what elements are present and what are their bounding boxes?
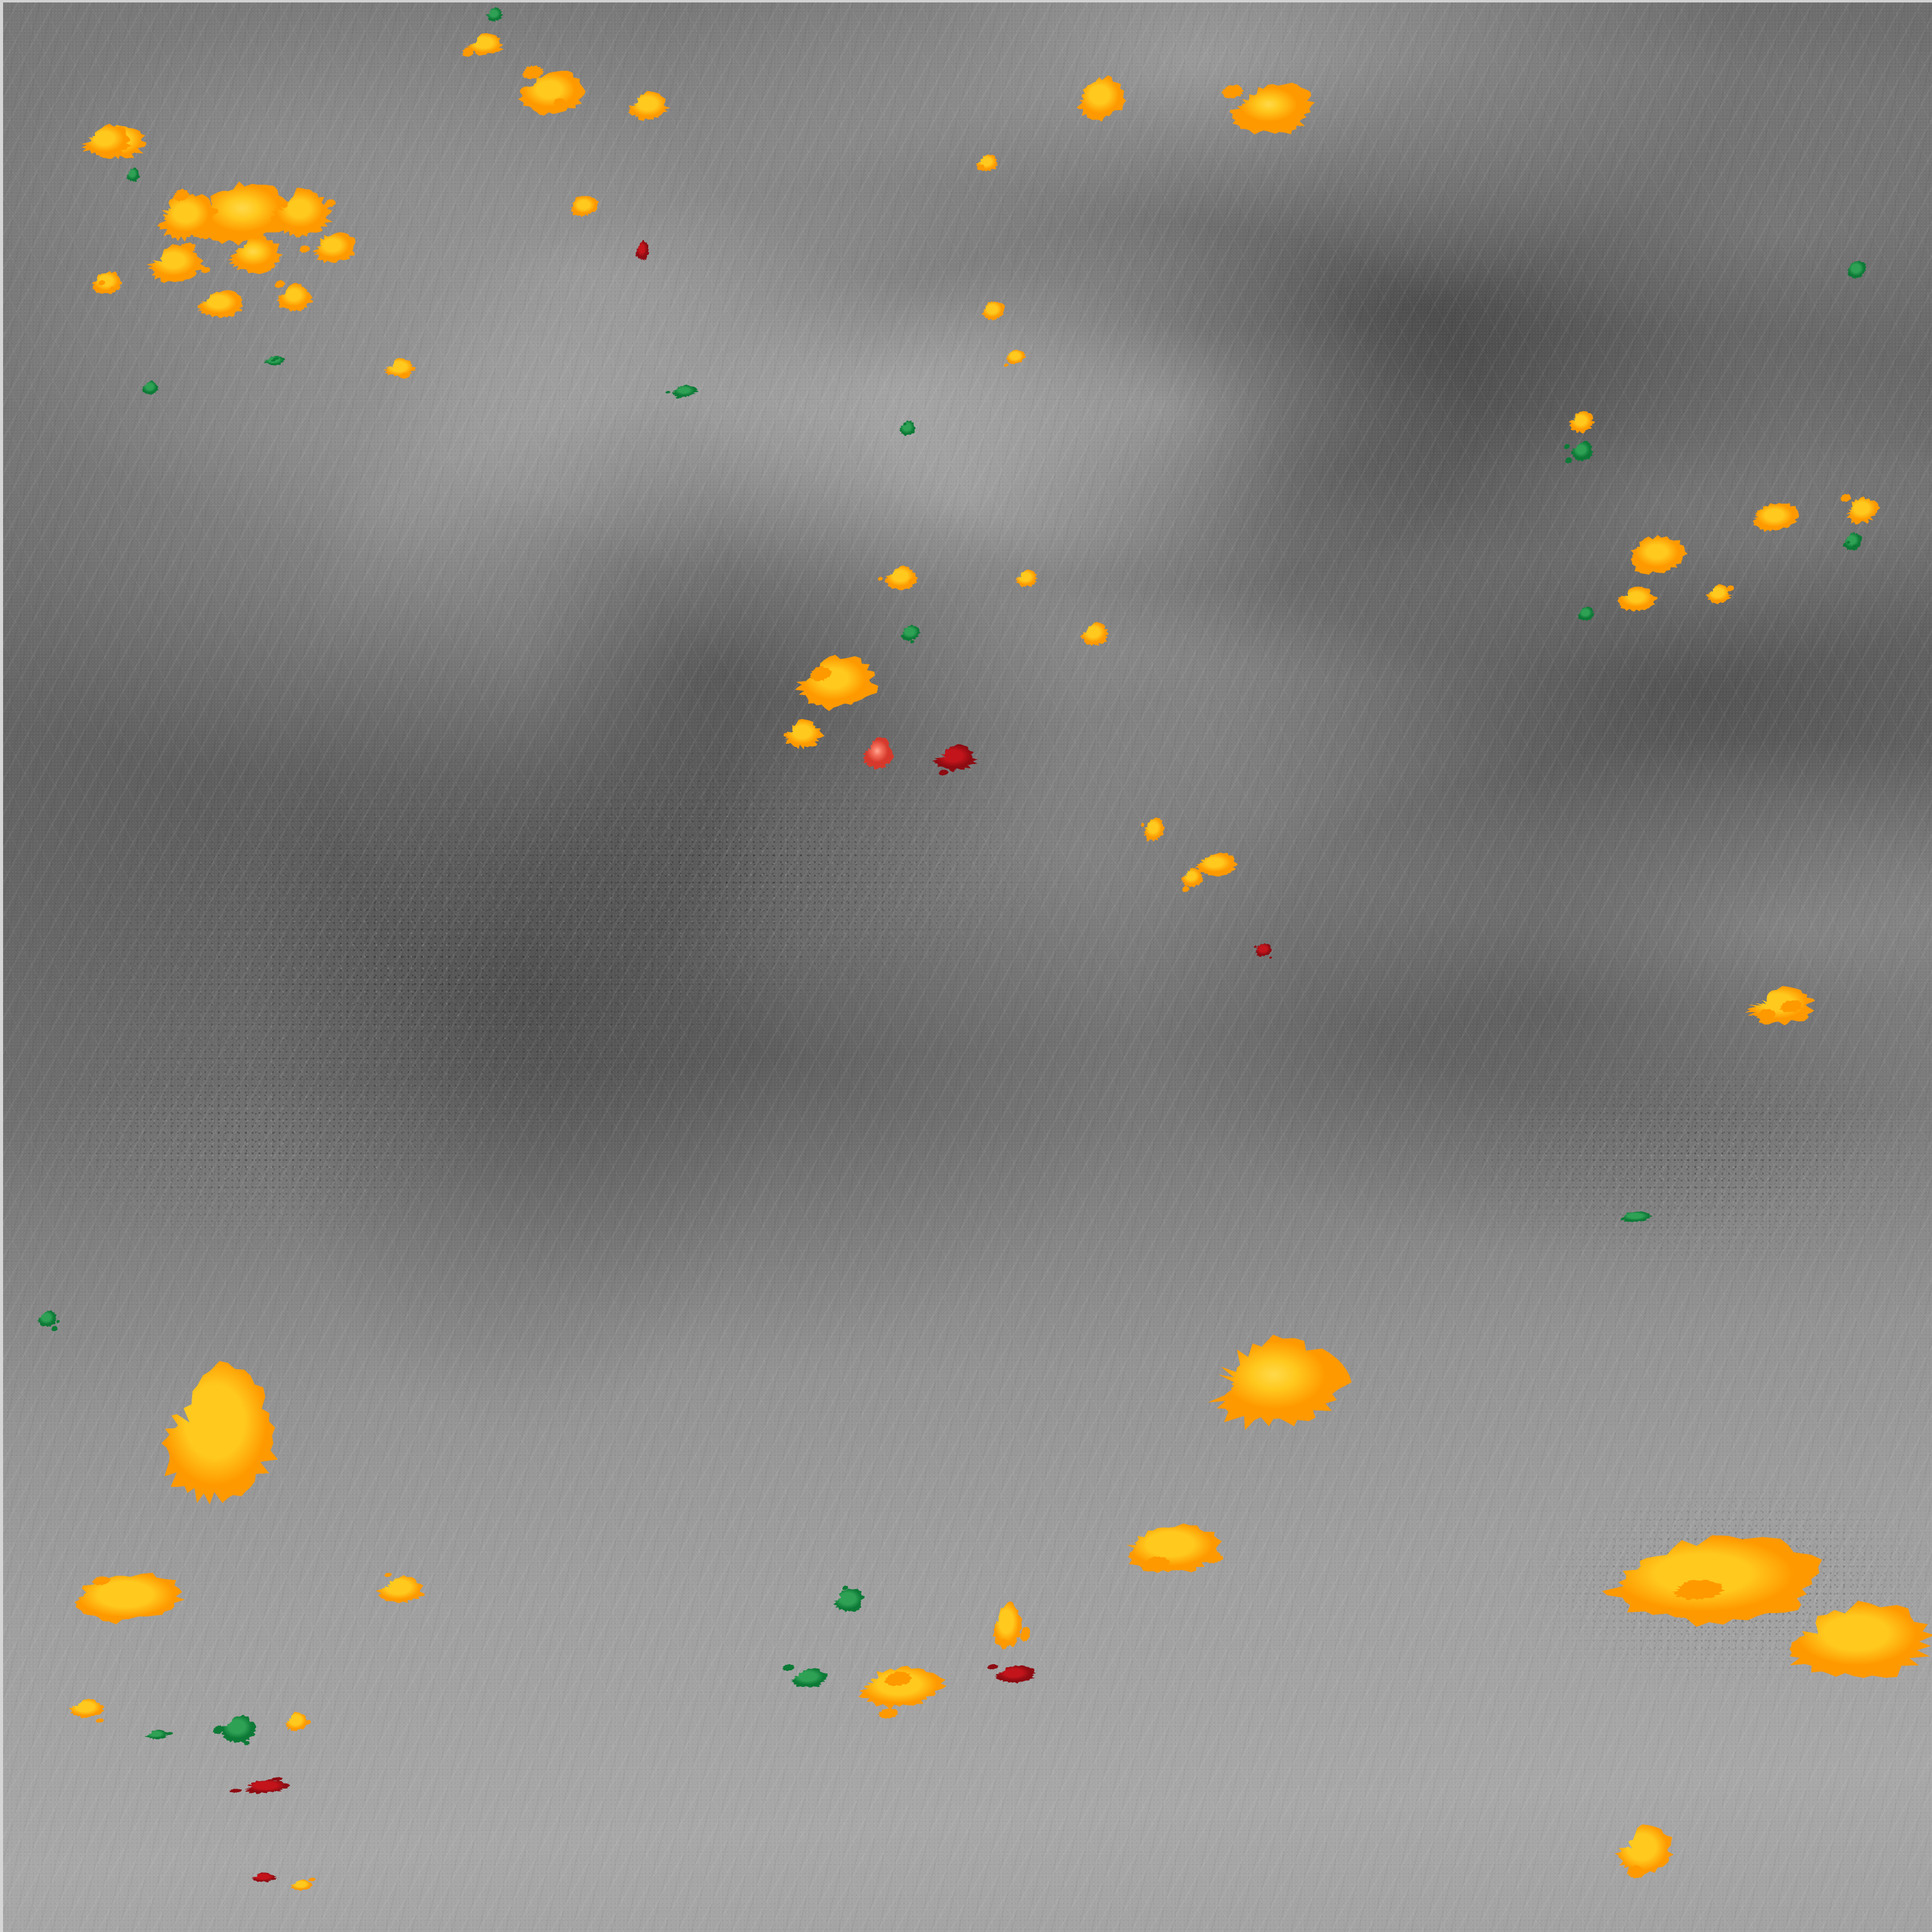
cloud-object-deep-convection: [775, 652, 887, 720]
cloud-object-deep-convection: [1073, 621, 1111, 650]
cloud-object-class-green: [1611, 1210, 1654, 1224]
cloud-object-deep-convection: [124, 1358, 289, 1528]
cloud-object-class-green: [122, 167, 141, 184]
cloud-object-deep-convection: [363, 1572, 429, 1609]
cloud-object-class-darkred: [243, 1872, 278, 1884]
cloud-object-class-darkred: [1250, 942, 1273, 959]
cloud-object-deep-convection: [970, 153, 1000, 175]
cloud-object-class-green: [895, 419, 918, 438]
cloud-object-deep-convection: [185, 288, 251, 323]
cloud-object-class-green: [139, 1729, 173, 1741]
cloud-object-deep-convection: [267, 280, 317, 316]
cloud-object-deep-convection: [83, 268, 126, 299]
cloud-object-class-darkred: [228, 1777, 291, 1796]
cloud-object-deep-convection: [139, 188, 220, 248]
cloud-object-deep-convection: [975, 299, 1007, 324]
cloud-object-class-green: [1837, 531, 1864, 555]
cloud-object-deep-convection: [299, 230, 361, 268]
cloud-object-deep-convection: [499, 65, 594, 123]
cloud-object-deep-convection: [614, 91, 672, 125]
cloud-object-deep-convection: [1545, 1526, 1854, 1642]
cloud-object-deep-convection: [1008, 569, 1039, 590]
cloud-object-deep-convection: [1561, 409, 1596, 437]
cloud-object-deep-convection: [835, 1662, 951, 1719]
cloud-object-deep-convection: [1137, 815, 1166, 846]
cloud-object-deep-convection: [1165, 1333, 1354, 1445]
cloud-object-class-green: [825, 1585, 867, 1617]
cloud-object-class-green: [1572, 606, 1596, 623]
cloud-object-deep-convection: [1185, 850, 1242, 881]
cloud-object-class-green: [781, 1664, 831, 1692]
cloud-object-class-green: [481, 7, 504, 24]
cloud-object-deep-convection: [1835, 493, 1882, 528]
cloud-object-deep-convection: [278, 1712, 312, 1735]
cloud-object-deep-convection: [214, 234, 288, 280]
cloud-object-deep-convection: [875, 564, 922, 595]
cloud-object-deep-convection: [1739, 1598, 1932, 1694]
cloud-object-deep-convection: [1000, 348, 1028, 367]
cloud-object-class-green: [1841, 259, 1869, 282]
cloud-object-deep-convection: [284, 1877, 316, 1893]
cloud-object-class-green: [895, 624, 922, 643]
cloud-object-deep-convection: [983, 1600, 1031, 1657]
cloud-object-deep-convection: [562, 192, 601, 221]
cloud-object-deep-convection: [1727, 985, 1820, 1031]
cloud-object-class-green: [137, 380, 161, 397]
cloud-object-class-green: [258, 355, 287, 367]
cloud-object-class-green: [211, 1713, 261, 1748]
cloud-object-class-green: [1563, 440, 1596, 465]
cloud-object-class-darkred: [983, 1664, 1041, 1687]
cloud-object-deep-convection: [456, 33, 507, 60]
cloud-object-deep-convection: [58, 1698, 108, 1723]
cloud-object-class-darkred: [922, 743, 980, 776]
cloud-object-class-salmon: [854, 735, 896, 776]
cloud-object-deep-convection: [1698, 584, 1735, 607]
cloud-object-deep-convection: [39, 1567, 193, 1633]
cloud-object-class-green: [33, 1309, 60, 1332]
cloud-object-class-green: [664, 384, 699, 400]
cloud-object-deep-convection: [253, 187, 338, 245]
cloud-object-deep-convection: [68, 122, 136, 164]
cloud-object-class-darkred: [632, 239, 651, 264]
tile-boundary-bottom: [0, 1906, 1932, 1932]
cloud-object-deep-convection: [131, 243, 211, 289]
cloud-object-deep-convection: [1604, 586, 1662, 616]
cloud-object-deep-convection: [1609, 531, 1694, 582]
cloud-object-deep-convection: [1207, 78, 1323, 146]
cloud-object-deep-convection: [1175, 867, 1205, 892]
cloud-object-deep-convection: [1093, 1518, 1233, 1584]
cloud-object-deep-convection: [375, 358, 417, 381]
cloud-object-deep-convection: [1739, 499, 1805, 537]
cloud-object-deep-convection: [1063, 73, 1129, 129]
cloud-object-deep-convection: [771, 718, 825, 753]
cloud-object-deep-convection: [1596, 1824, 1681, 1885]
